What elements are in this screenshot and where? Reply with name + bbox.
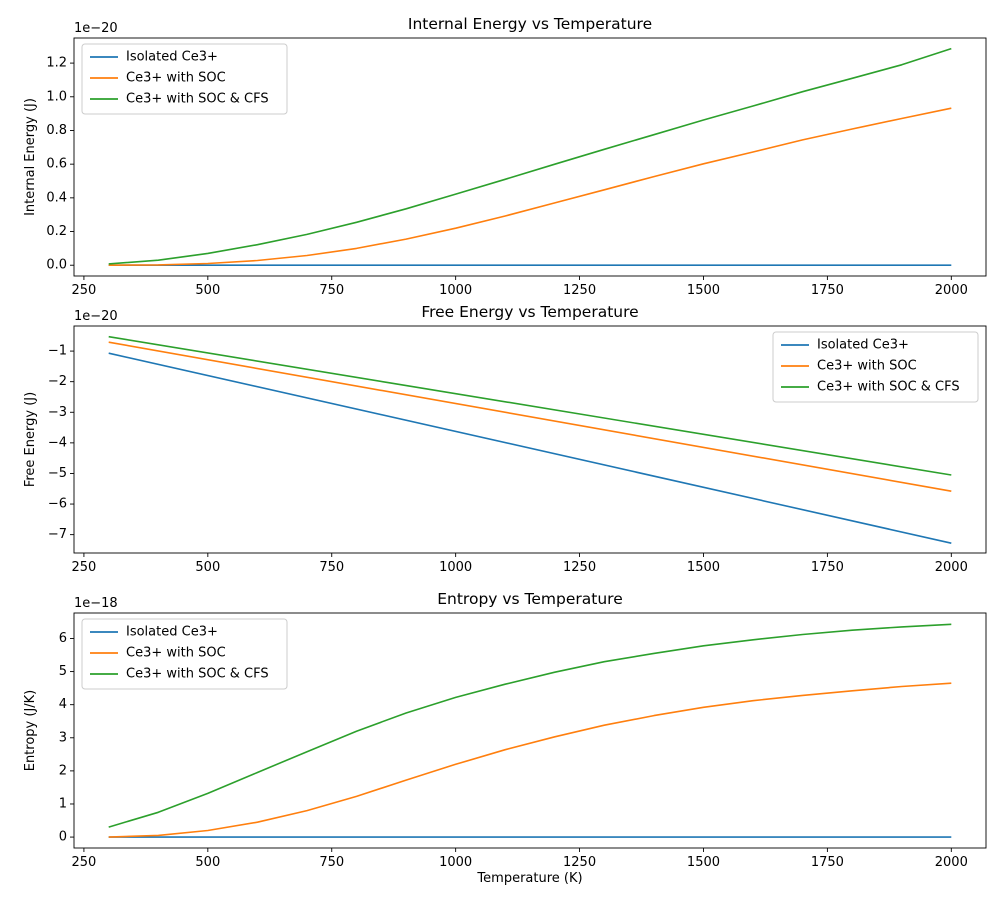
axis-offset-label: 1e−18	[74, 596, 118, 611]
legend-label: Isolated Ce3+	[817, 338, 909, 353]
chart-title: Free Energy vs Temperature	[421, 303, 638, 321]
x-tick-label: 1250	[563, 855, 596, 870]
series-line-3	[108, 623, 952, 828]
y-tick-label: −7	[48, 527, 67, 542]
y-tick-label: 1.2	[46, 56, 67, 71]
subplot-1: 250 500 750 1000 1250 1500 1750 2000 0.0 0.2 0.4 0.…	[23, 15, 987, 298]
legend-box	[81, 43, 288, 115]
y-tick-label: 0.4	[46, 190, 67, 205]
legend-label: Ce3+ with SOC & CFS	[817, 380, 960, 395]
y-tick-label: −1	[48, 344, 67, 359]
legend-label: Isolated Ce3+	[126, 50, 218, 65]
axes-frame	[73, 37, 987, 277]
series-line-3	[108, 335, 952, 476]
y-tick-label: 0.6	[46, 157, 67, 172]
legend-label: Isolated Ce3+	[126, 625, 218, 640]
series-line-1	[108, 352, 952, 544]
x-tick-label: 2000	[935, 560, 968, 575]
x-tick-label: 1750	[811, 283, 844, 298]
series-line-2	[108, 107, 952, 266]
axes-frame	[73, 325, 987, 554]
x-tick-label: 1250	[563, 560, 596, 575]
legend: Isolated Ce3+ Ce3+ with SOC Ce3+ with SOC …	[81, 618, 288, 690]
x-tick-label: 500	[195, 855, 220, 870]
x-tick-label: 2000	[935, 283, 968, 298]
x-tick-label: 1750	[811, 855, 844, 870]
chart-title: Internal Energy vs Temperature	[408, 15, 652, 33]
legend: Isolated Ce3+ Ce3+ with SOC Ce3+ with SOC …	[772, 331, 979, 403]
legend-label: Ce3+ with SOC	[817, 359, 917, 374]
x-tick-label: 750	[319, 560, 344, 575]
x-tick-label: 1000	[439, 855, 472, 870]
series-line-2	[108, 682, 952, 838]
x-tick-label: 750	[319, 855, 344, 870]
y-tick-label: 3	[59, 730, 67, 745]
series-line-3	[108, 47, 952, 265]
legend-box	[772, 331, 979, 403]
x-axis-label: Temperature (K)	[476, 871, 582, 886]
x-tick-label: 1750	[811, 560, 844, 575]
subplot-3: 250 500 750 1000 1250 1500 1750 2000 0 1 2 3 4 5 6 Entr…	[23, 590, 987, 886]
y-tick-label: 0.2	[46, 224, 67, 239]
legend: Isolated Ce3+ Ce3+ with SOC Ce3+ with SOC …	[81, 43, 288, 115]
axes-frame	[73, 612, 987, 849]
x-tick-label: 1500	[687, 560, 720, 575]
chart-title: Entropy vs Temperature	[437, 590, 623, 608]
legend-label: Ce3+ with SOC & CFS	[126, 92, 269, 107]
y-tick-label: 0.0	[46, 258, 67, 273]
y-tick-label: 1	[59, 796, 67, 811]
legend-label: Ce3+ with SOC	[126, 71, 226, 86]
y-axis-label: Free Energy (J)	[23, 392, 38, 487]
x-tick-label: 500	[195, 283, 220, 298]
y-axis-label: Entropy (J/K)	[23, 690, 38, 772]
x-tick-label: 1000	[439, 283, 472, 298]
x-tick-label: 250	[71, 283, 96, 298]
y-tick-label: −2	[48, 374, 67, 389]
x-tick-label: 250	[71, 560, 96, 575]
series-line-2	[108, 341, 952, 492]
x-tick-label: 1250	[563, 283, 596, 298]
legend-label: Ce3+ with SOC & CFS	[126, 667, 269, 682]
x-tick-label: 1000	[439, 560, 472, 575]
x-tick-label: 500	[195, 560, 220, 575]
legend-label: Ce3+ with SOC	[126, 646, 226, 661]
x-tick-label: 250	[71, 855, 96, 870]
y-tick-label: 0	[59, 830, 67, 845]
y-tick-label: −4	[48, 435, 67, 450]
y-tick-label: −5	[48, 466, 67, 481]
y-tick-label: 2	[59, 763, 67, 778]
y-tick-label: −3	[48, 405, 67, 420]
subplot-2: 250 500 750 1000 1250 1500 1750 2000 −1 −2 −3 −4 −5 −…	[23, 303, 987, 575]
y-axis-label: Internal Energy (J)	[23, 98, 38, 216]
y-tick-label: 0.8	[46, 123, 67, 138]
axis-offset-label: 1e−20	[74, 309, 118, 324]
x-tick-label: 1500	[687, 855, 720, 870]
legend-box	[81, 618, 288, 690]
y-tick-label: −6	[48, 497, 67, 512]
y-tick-label: 5	[59, 664, 67, 679]
x-tick-label: 750	[319, 283, 344, 298]
x-tick-label: 2000	[935, 855, 968, 870]
y-tick-label: 6	[59, 631, 67, 646]
y-tick-label: 4	[59, 697, 67, 712]
axis-offset-label: 1e−20	[74, 21, 118, 36]
y-tick-label: 1.0	[46, 89, 67, 104]
x-tick-label: 1500	[687, 283, 720, 298]
